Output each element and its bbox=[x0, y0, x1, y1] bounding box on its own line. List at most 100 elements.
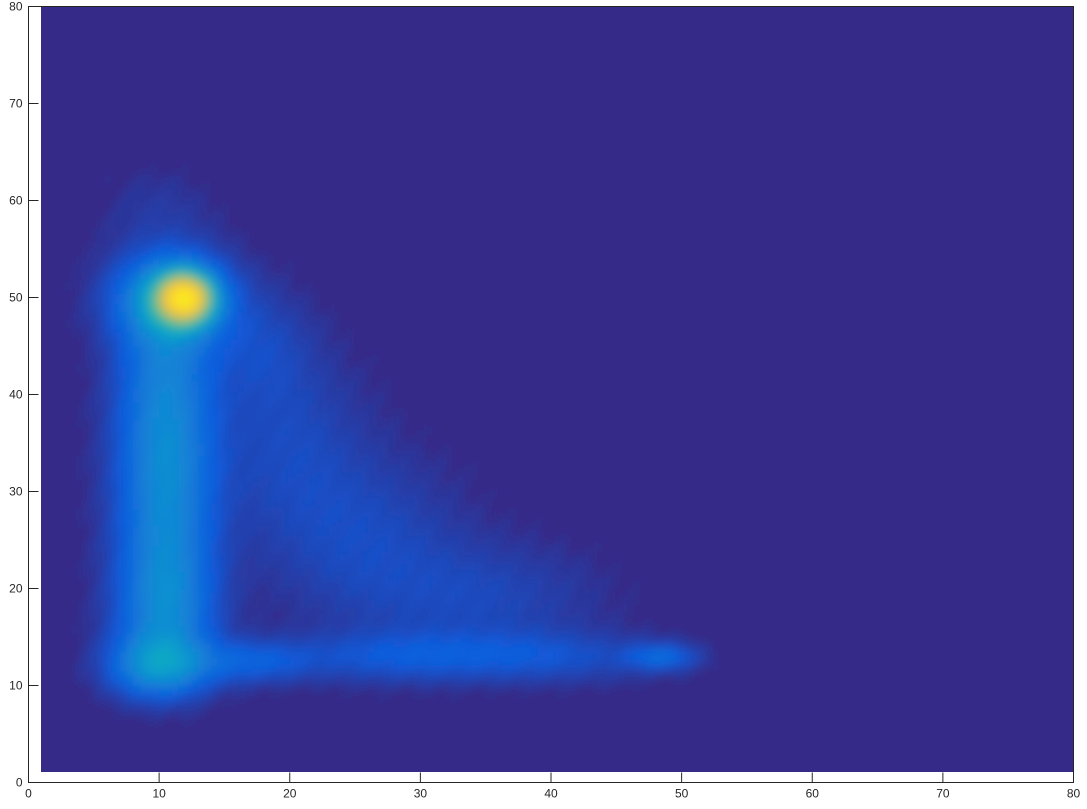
heatmap-cell bbox=[211, 302, 219, 308]
heatmap-cell bbox=[368, 637, 376, 643]
heatmap-cell bbox=[191, 709, 199, 716]
heatmap-cell bbox=[139, 588, 147, 594]
heatmap-cell bbox=[230, 316, 239, 323]
heatmap-cell bbox=[381, 530, 389, 536]
heatmap-cell bbox=[244, 486, 252, 493]
heatmap-cell bbox=[198, 268, 206, 274]
heatmap-cell bbox=[224, 651, 232, 657]
heatmap-cell bbox=[263, 510, 271, 517]
heatmap-cell bbox=[257, 418, 265, 425]
heatmap-cell bbox=[453, 680, 461, 687]
heatmap-cell bbox=[237, 593, 245, 599]
heatmap-cell bbox=[139, 467, 147, 473]
heatmap-cell bbox=[100, 253, 108, 260]
heatmap-cell bbox=[119, 666, 128, 672]
heatmap-cell bbox=[355, 593, 363, 599]
heatmap-cell bbox=[113, 268, 121, 274]
heatmap-cell bbox=[172, 656, 180, 662]
heatmap-cell bbox=[178, 258, 186, 265]
heatmap-cell bbox=[159, 336, 167, 342]
heatmap-cell bbox=[74, 462, 82, 468]
heatmap-cell bbox=[165, 249, 173, 255]
heatmap-cell bbox=[139, 195, 147, 202]
heatmap-cell bbox=[289, 476, 297, 483]
heatmap-cell bbox=[159, 457, 167, 463]
heatmap-cell bbox=[211, 452, 219, 459]
heatmap-cell bbox=[361, 535, 369, 541]
heatmap-cell bbox=[459, 661, 467, 667]
heatmap-cell bbox=[309, 603, 317, 609]
heatmap-cell bbox=[276, 617, 284, 624]
heatmap-cell bbox=[289, 428, 297, 434]
heatmap-cell bbox=[224, 573, 232, 580]
heatmap-cell bbox=[361, 510, 369, 517]
heatmap-cell bbox=[446, 593, 454, 599]
heatmap-cell bbox=[453, 632, 461, 638]
heatmap-cell bbox=[381, 622, 389, 628]
heatmap-cell bbox=[244, 355, 252, 362]
heatmap-cell bbox=[296, 423, 304, 430]
heatmap-cell bbox=[309, 476, 317, 483]
heatmap-cell bbox=[446, 573, 454, 580]
heatmap-cell bbox=[217, 210, 226, 216]
heatmap-cell bbox=[453, 646, 461, 653]
heatmap-cell bbox=[198, 399, 206, 405]
heatmap-cell bbox=[93, 481, 101, 488]
heatmap-cell bbox=[283, 302, 291, 308]
heatmap-cell bbox=[198, 365, 206, 371]
heatmap-cell bbox=[257, 399, 265, 405]
heatmap-cell bbox=[433, 632, 441, 638]
heatmap-cell bbox=[178, 506, 186, 512]
heatmap-cell bbox=[159, 282, 167, 289]
heatmap-cell bbox=[185, 695, 193, 701]
heatmap-cell bbox=[368, 428, 376, 434]
heatmap-cell bbox=[178, 467, 186, 473]
heatmap-cell bbox=[80, 399, 88, 405]
heatmap-cell bbox=[433, 612, 441, 619]
heatmap-cell bbox=[420, 447, 428, 454]
heatmap-cell bbox=[230, 447, 239, 454]
heatmap-cell bbox=[100, 544, 108, 551]
heatmap-cell bbox=[257, 661, 265, 667]
heatmap-cell bbox=[400, 467, 408, 473]
heatmap-cell bbox=[289, 554, 297, 560]
heatmap-cell bbox=[217, 273, 226, 279]
heatmap-cell bbox=[185, 219, 193, 226]
heatmap-cell bbox=[348, 680, 356, 687]
heatmap-cell bbox=[211, 680, 219, 687]
heatmap-cell bbox=[165, 244, 173, 250]
heatmap-cell bbox=[322, 428, 330, 434]
heatmap-cell bbox=[172, 641, 180, 648]
heatmap-cell bbox=[230, 549, 239, 556]
heatmap-cell bbox=[172, 423, 180, 430]
heatmap-cell bbox=[276, 360, 284, 366]
heatmap-cell bbox=[106, 346, 115, 352]
heatmap-cell bbox=[283, 540, 291, 546]
heatmap-cell bbox=[433, 641, 441, 648]
heatmap-cell bbox=[426, 496, 435, 502]
heatmap-cell bbox=[211, 540, 219, 546]
heatmap-cell bbox=[381, 685, 389, 691]
heatmap-cell bbox=[80, 409, 88, 415]
heatmap-cell bbox=[244, 447, 252, 454]
heatmap-cell bbox=[139, 622, 147, 628]
heatmap-cell bbox=[152, 176, 160, 182]
heatmap-cell bbox=[381, 501, 389, 507]
heatmap-cell bbox=[191, 268, 199, 274]
heatmap-cell bbox=[191, 569, 199, 575]
heatmap-cell bbox=[368, 598, 376, 604]
heatmap-cell bbox=[198, 278, 206, 284]
heatmap-cell bbox=[172, 680, 180, 687]
heatmap-cell bbox=[133, 176, 141, 182]
heatmap-cell bbox=[322, 573, 330, 580]
heatmap-cell bbox=[159, 491, 167, 497]
heatmap-cell bbox=[106, 656, 115, 662]
heatmap-cell bbox=[322, 331, 330, 337]
heatmap-cell bbox=[126, 205, 134, 211]
heatmap-cell bbox=[74, 370, 82, 376]
heatmap-cell bbox=[185, 404, 193, 410]
heatmap-cell bbox=[237, 321, 245, 328]
heatmap-cell bbox=[230, 622, 239, 628]
heatmap-cell bbox=[224, 312, 232, 318]
heatmap-cell bbox=[211, 593, 219, 599]
